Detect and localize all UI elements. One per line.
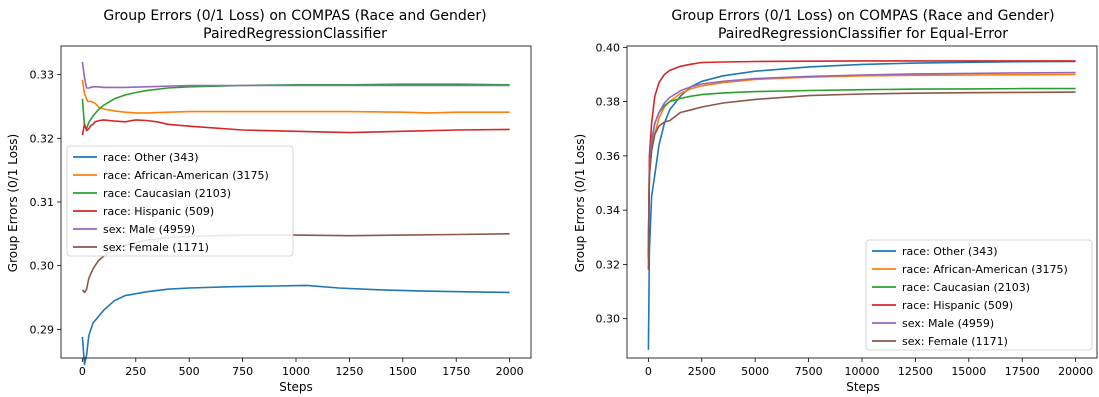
chart-right: Group Errors (0/1 Loss) on COMPAS (Race …: [573, 8, 1098, 394]
legend-label: sex: Male (4959): [902, 317, 994, 330]
x-tick-label: 1250: [335, 365, 363, 378]
series-lines: [647, 60, 1076, 350]
legend-label: race: Hispanic (509): [902, 299, 1013, 312]
x-tick-label: 20000: [1058, 365, 1093, 378]
legend-box: [865, 239, 1093, 351]
x-tick-label: 250: [125, 365, 146, 378]
y-tick-label: 0.32: [30, 132, 55, 145]
chart-subtitle: PairedRegressionClassifier for Equal-Err…: [718, 26, 1008, 42]
x-tick-label: 17500: [1005, 365, 1040, 378]
x-tick-label: 750: [232, 365, 253, 378]
series-line-3: [647, 60, 1076, 257]
x-axis-label: Steps: [279, 380, 313, 394]
series-line-2: [81, 83, 510, 130]
x-tick-label: 2000: [496, 365, 524, 378]
series-line-5: [647, 91, 1076, 270]
legend-label: race: Caucasian (2103): [103, 187, 231, 200]
y-tick-label: 0.38: [596, 96, 621, 109]
chart-title: Group Errors (0/1 Loss) on COMPAS (Race …: [671, 8, 1054, 24]
x-tick-label: 0: [79, 365, 86, 378]
legend-label: race: Caucasian (2103): [902, 281, 1030, 294]
legend-label: race: Other (343): [902, 245, 998, 258]
y-tick-label: 0.40: [596, 41, 621, 54]
chart-left: Group Errors (0/1 Loss) on COMPAS (Race …: [6, 8, 532, 394]
legend-label: race: Other (343): [103, 151, 199, 164]
legend-label: race: African-American (3175): [902, 263, 1068, 276]
x-tick-label: 1000: [282, 365, 310, 378]
series-line-1: [647, 73, 1076, 238]
legend-label: sex: Female (1171): [902, 335, 1008, 348]
legend-label: race: Hispanic (509): [103, 205, 214, 218]
series-line-0: [81, 284, 510, 366]
chart-subtitle: PairedRegressionClassifier: [203, 26, 387, 42]
x-tick-label: 15000: [951, 365, 986, 378]
chart-title: Group Errors (0/1 Loss) on COMPAS (Race …: [103, 8, 486, 24]
y-tick-label: 0.36: [596, 150, 621, 163]
x-tick-label: 5000: [741, 365, 769, 378]
x-tick-label: 1750: [442, 365, 470, 378]
y-tick-label: 0.32: [596, 258, 621, 271]
series-line-2: [647, 87, 1076, 260]
y-axis-label: Group Errors (0/1 Loss): [6, 134, 20, 272]
x-tick-label: 10000: [845, 365, 880, 378]
y-tick-label: 0.33: [30, 69, 55, 82]
x-tick-label: 12500: [898, 365, 933, 378]
legend: race: Other (343) race: African-American …: [865, 239, 1093, 351]
x-tick-label: 0: [645, 365, 652, 378]
y-axis-label: Group Errors (0/1 Loss): [573, 134, 587, 272]
x-axis-label: Steps: [846, 380, 880, 394]
series-line-4: [81, 61, 510, 89]
legend-label: sex: Male (4959): [103, 223, 195, 236]
x-tick-label: 500: [179, 365, 200, 378]
legend: race: Other (343) race: African-American …: [66, 145, 294, 257]
y-tick-label: 0.31: [30, 196, 55, 209]
y-tick-label: 0.34: [596, 204, 621, 217]
series-line-0: [647, 60, 1076, 350]
legend-label: sex: Female (1171): [103, 241, 209, 254]
y-tick-label: 0.30: [596, 313, 621, 326]
series-line-3: [81, 119, 510, 136]
series-line-4: [647, 71, 1076, 251]
y-tick-label: 0.30: [30, 260, 55, 273]
x-tick-label: 2500: [688, 365, 716, 378]
y-tick-label: 0.29: [30, 323, 55, 336]
x-tick-label: 7500: [795, 365, 823, 378]
series-line-1: [81, 79, 510, 114]
legend-label: race: African-American (3175): [103, 169, 269, 182]
legend-box: [66, 145, 294, 257]
x-tick-label: 1500: [389, 365, 417, 378]
